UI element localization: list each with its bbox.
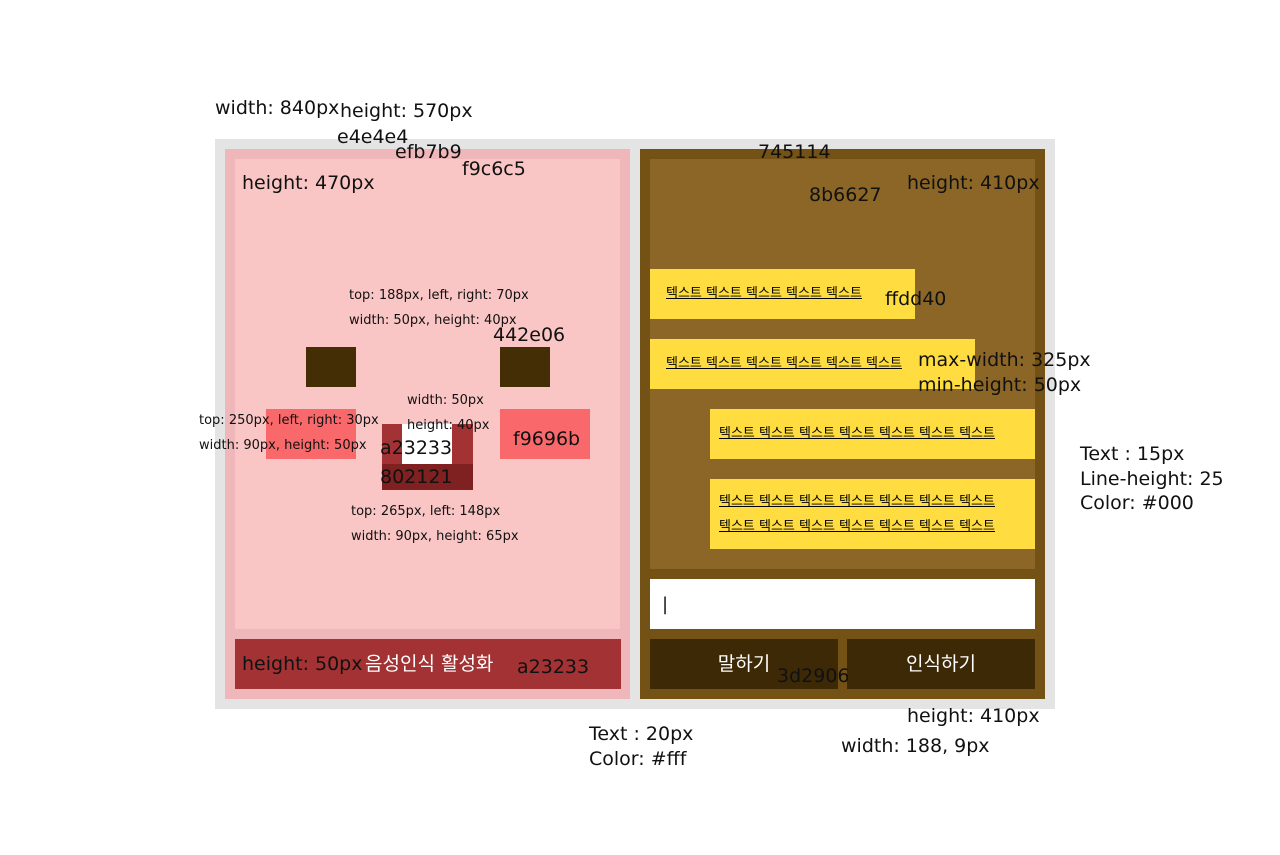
annotation: 802121 <box>380 466 453 488</box>
annotation: height: 50px <box>242 653 363 675</box>
mouth-gap <box>402 424 452 464</box>
annotation: a23233 <box>517 656 590 678</box>
annotation: a23233 <box>380 437 453 459</box>
voice-recognition-bar[interactable] <box>235 639 621 689</box>
annotation: max-width: 325px <box>918 349 1091 371</box>
annotation: Color: #fff <box>589 748 687 770</box>
annotation: Line-height: 25 <box>1080 468 1224 490</box>
chat-bubble: 텍스트 텍스트 텍스트 텍스트 텍스트 텍스트 <box>650 339 975 389</box>
chat-bubble-text: 텍스트 텍스트 텍스트 텍스트 텍스트 텍스트 <box>666 356 902 371</box>
voice-bar-label: 음성인식 활성화 <box>365 653 494 675</box>
annotation: Color: #000 <box>1080 492 1194 514</box>
chat-bubble: 텍스트 텍스트 텍스트 텍스트 텍스트 텍스트 텍스트 텍스트 텍스트 텍스트 … <box>710 479 1035 549</box>
annotation: width: 50px <box>407 393 484 408</box>
speak-button[interactable]: 말하기 <box>650 639 838 689</box>
annotation: width: 90px, height: 50px <box>199 438 367 453</box>
annotation: f9c6c5 <box>462 158 526 180</box>
annotation: height: 470px <box>242 172 375 194</box>
annotation: min-height: 50px <box>918 374 1082 396</box>
right-cheek <box>500 409 590 459</box>
annotation: ffdd40 <box>885 288 947 310</box>
annotation: height: 40px <box>407 418 490 433</box>
annotation: 3d2906 <box>777 665 850 687</box>
chat-bubble: 텍스트 텍스트 텍스트 텍스트 텍스트 텍스트 텍스트 <box>710 409 1035 459</box>
chat-bubble-text: 텍스트 텍스트 텍스트 텍스트 텍스트 텍스트 텍스트 <box>719 519 995 534</box>
annotation: width: 50px, height: 40px <box>349 313 517 328</box>
chat-bubble-text: 텍스트 텍스트 텍스트 텍스트 텍스트 텍스트 텍스트 <box>719 426 995 441</box>
annotation: f9696b <box>513 428 581 450</box>
recognize-button[interactable]: 인식하기 <box>847 639 1035 689</box>
left-cheek <box>266 409 356 459</box>
face-area <box>235 159 620 629</box>
annotation: height: 410px <box>907 705 1040 727</box>
annotation: efb7b9 <box>395 141 462 163</box>
annotation: width: 90px, height: 65px <box>351 529 519 544</box>
message-input[interactable] <box>650 579 1035 629</box>
annotation: 745114 <box>758 141 831 163</box>
annotation: Text : 15px <box>1080 443 1185 465</box>
annotation: Text : 20px <box>589 723 694 745</box>
annotation: top: 265px, left: 148px <box>351 504 501 519</box>
annotation: top: 188px, left, right: 70px <box>349 288 529 303</box>
annotation: width: 188, 9px <box>841 735 990 757</box>
annotation: e4e4e4 <box>337 126 409 148</box>
annotation: 442e06 <box>493 324 566 346</box>
annotation: 8b6627 <box>809 184 882 206</box>
annotation: height: 570px <box>340 100 473 122</box>
chat-bubble-text: 텍스트 텍스트 텍스트 텍스트 텍스트 텍스트 텍스트 <box>719 494 995 509</box>
chat-bubble: 텍스트 텍스트 텍스트 텍스트 텍스트 <box>650 269 915 319</box>
chat-bubble-text: 텍스트 텍스트 텍스트 텍스트 텍스트 <box>666 286 862 301</box>
left-eye <box>306 347 356 387</box>
right-eye <box>500 347 550 387</box>
annotation: top: 250px, left, right: 30px <box>199 413 379 428</box>
annotation: height: 410px <box>907 172 1040 194</box>
annotation: width: 840px <box>215 97 340 119</box>
